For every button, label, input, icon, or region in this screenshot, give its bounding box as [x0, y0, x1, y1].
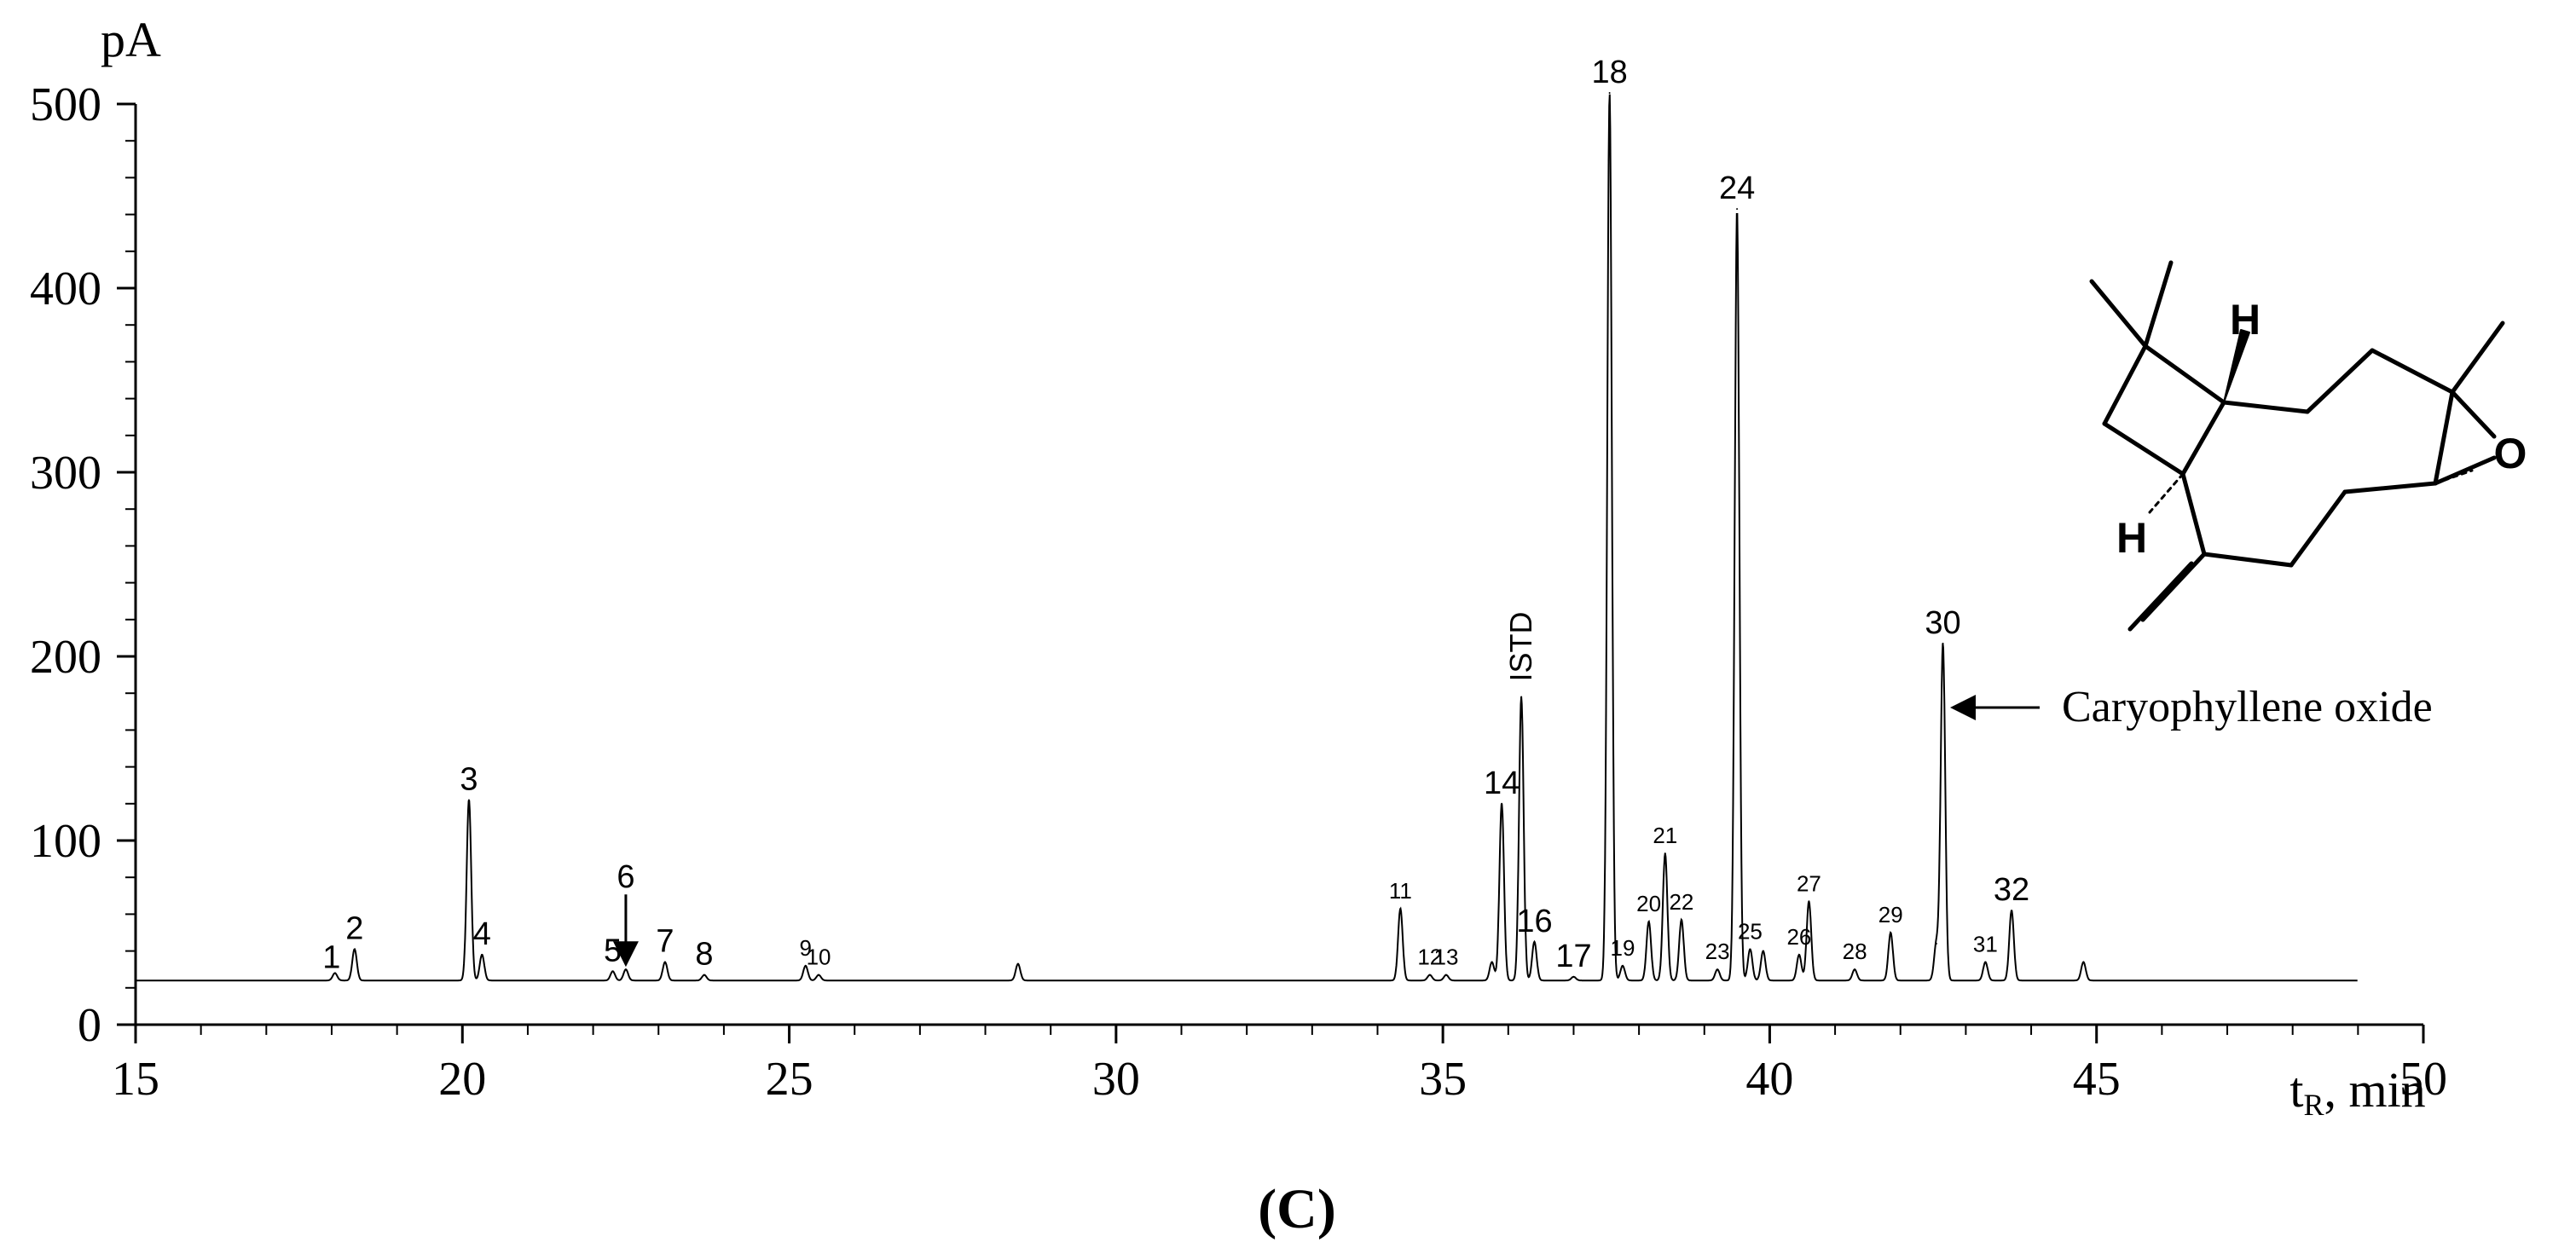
peak-apex	[1608, 92, 1611, 95]
caryophyllene-oxide-structure	[2089, 260, 2505, 632]
peak-label-1: 1	[322, 940, 340, 976]
peak-label-24: 24	[1719, 170, 1755, 206]
peak-apex	[1621, 964, 1624, 967]
peak-label-22: 22	[1669, 889, 1693, 915]
peak-apex	[1491, 961, 1493, 963]
peak-apex	[1854, 968, 1856, 971]
y-tick-label: 500	[30, 78, 101, 131]
peak-label-7: 7	[656, 924, 674, 960]
peak-label-21: 21	[1653, 823, 1677, 848]
peak-apex	[1399, 907, 1402, 910]
peak-apex	[333, 972, 336, 974]
peak-label-9: 9	[800, 935, 812, 961]
peak-label-17: 17	[1555, 939, 1591, 974]
peak-apex	[1749, 948, 1751, 950]
x-tick-label: 15	[112, 1053, 159, 1106]
peak-apex	[1444, 974, 1447, 976]
x-tick-label: 50	[2399, 1053, 2447, 1106]
peak-apex	[804, 964, 807, 967]
x-tick-label: 35	[1419, 1053, 1467, 1106]
peak-label-30: 30	[1925, 605, 1960, 641]
caryophyllene-oxide-label: Caryophyllene oxide	[2062, 683, 2433, 731]
peak-label-32: 32	[1994, 872, 2029, 908]
peak-apex	[611, 970, 614, 973]
peak-apex	[703, 974, 705, 976]
peak-apex	[467, 799, 470, 801]
peak-label-12: 12	[1417, 945, 1442, 970]
peak-apex	[1984, 961, 1987, 963]
peak-apex	[1501, 802, 1503, 805]
peak-label-25: 25	[1738, 918, 1763, 944]
peak-label-23: 23	[1705, 939, 1730, 964]
chromatogram-trace	[136, 94, 2358, 982]
peak-apex	[1762, 950, 1764, 952]
y-axis-label: pA	[101, 12, 161, 67]
peak-label-istd: ISTD	[1503, 612, 1538, 682]
figure-label: (C)	[1258, 1178, 1336, 1240]
peak-label-6: 6	[617, 859, 634, 895]
peak-apex	[818, 974, 820, 976]
peak-label-4: 4	[473, 916, 491, 952]
peak-apex	[2082, 961, 2085, 963]
peak-label-20: 20	[1636, 891, 1661, 916]
peak-apex	[1520, 696, 1523, 698]
peak-label-18: 18	[1591, 55, 1627, 90]
peak-apex	[1890, 932, 1892, 933]
peak-label-11: 11	[1389, 878, 1412, 904]
x-tick-label: 45	[2073, 1053, 2121, 1106]
peak-apex	[1736, 208, 1739, 211]
peak-label-3: 3	[460, 761, 478, 797]
peak-label-10: 10	[807, 945, 831, 970]
peak-label-28: 28	[1843, 939, 1867, 964]
peak-label-14: 14	[1484, 766, 1520, 801]
peak-label-13: 13	[1434, 945, 1459, 970]
peak-apex	[1942, 642, 1944, 644]
x-axis-label: tR, min	[2289, 1062, 2425, 1122]
peak-apex	[1808, 900, 1810, 903]
structure-h-top: H	[2230, 296, 2261, 344]
y-tick-label: 400	[30, 263, 101, 315]
peak-apex	[663, 961, 666, 963]
peak-apex	[1680, 918, 1682, 921]
structure-o: O	[2494, 430, 2527, 477]
peak-label-31: 31	[1973, 932, 1998, 957]
peak-label-8: 8	[695, 937, 713, 973]
peak-label-19: 19	[1610, 935, 1635, 961]
x-tick-label: 25	[766, 1053, 813, 1106]
peak-label-29: 29	[1878, 902, 1903, 927]
peak-apex	[481, 953, 483, 956]
peak-label-2: 2	[345, 910, 363, 946]
peak-apex	[1428, 974, 1431, 976]
y-tick-label: 100	[30, 815, 101, 868]
peak-label-16: 16	[1516, 904, 1552, 939]
peak-label-5: 5	[604, 933, 622, 968]
peak-label-26: 26	[1786, 924, 1811, 950]
x-tick-label: 20	[438, 1053, 486, 1106]
peak-apex	[1935, 942, 1937, 945]
peak-apex	[1572, 975, 1575, 978]
y-tick-label: 300	[30, 447, 101, 500]
peak-apex	[1647, 921, 1650, 923]
y-tick-label: 200	[30, 631, 101, 684]
peak-apex	[1664, 852, 1666, 855]
chromatogram-trace-group	[136, 92, 2358, 982]
peak-apex	[1016, 962, 1019, 965]
peak-apex	[353, 948, 356, 950]
x-tick-label: 40	[1745, 1053, 1793, 1106]
peak-apex	[1533, 940, 1536, 943]
x-tick-label: 30	[1092, 1053, 1140, 1106]
peak-apex	[1797, 953, 1800, 956]
peak-apex	[624, 968, 627, 971]
y-tick-label: 0	[78, 999, 101, 1052]
peak-apex	[2011, 910, 2013, 912]
peak-apex	[1716, 968, 1719, 971]
structure-h-bottom: H	[2116, 514, 2147, 562]
peak-label-27: 27	[1797, 870, 1821, 896]
